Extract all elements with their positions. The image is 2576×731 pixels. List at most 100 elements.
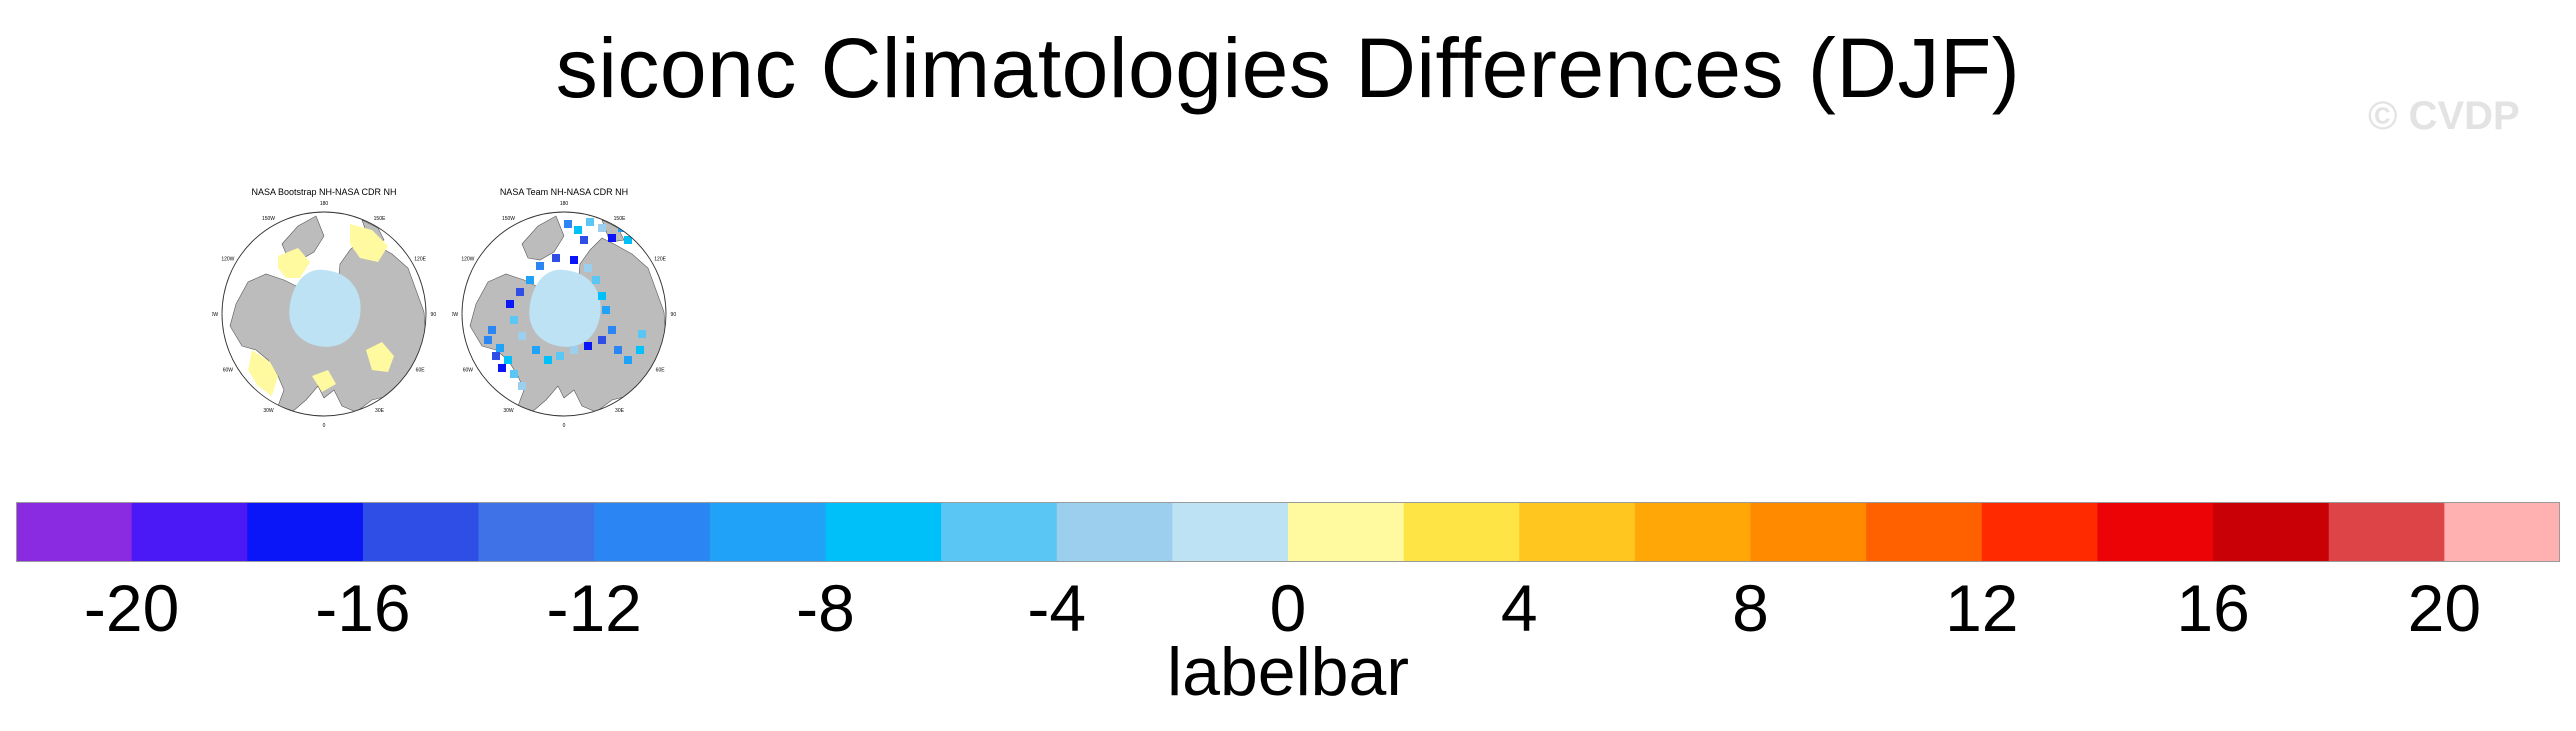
colorbar-swatch (2444, 502, 2560, 562)
ice-decrease-cell (624, 356, 632, 364)
longitude-label: 60W (223, 368, 234, 374)
colorbar-swatch (362, 502, 480, 562)
ice-decrease-cell (608, 326, 616, 334)
longitude-label: 0 (323, 423, 326, 428)
ice-decrease-cell (584, 342, 592, 350)
ice-decrease-cell (602, 306, 610, 314)
colorbar-swatch (2213, 502, 2330, 562)
longitude-label: 60E (416, 368, 426, 374)
ice-decrease-cell (492, 352, 500, 360)
longitude-label: 150W (262, 216, 275, 222)
ice-decrease-cell (598, 336, 606, 344)
ice-decrease-cell (570, 346, 578, 354)
colorbar-tick-label: 8 (1732, 571, 1769, 645)
ice-decrease-cell (488, 326, 496, 334)
map-border (221, 211, 427, 417)
ice-decrease-cell (608, 234, 616, 242)
colorbar-swatch (594, 502, 711, 562)
ice-decrease-cell (496, 344, 504, 352)
longitude-label: 180 (560, 201, 569, 207)
ice-increase-region (248, 350, 278, 396)
longitude-label: 0 (563, 423, 566, 428)
colorbar-swatch (1750, 502, 1867, 562)
figure-title: siconc Climatologies Differences (DJF) (555, 21, 2021, 115)
longitude-label: 150E (614, 216, 626, 222)
colorbar-tick-label: -4 (1027, 571, 1087, 645)
colorbar-swatch (1981, 502, 2098, 562)
colorbar-tick-label: -12 (546, 571, 642, 645)
colorbar-swatch (1403, 502, 1520, 562)
colorbar-tick-labels: -20 -16 -12 -8 -4 0 4 8 12 16 20 (0, 570, 2576, 650)
colorbar-swatch (1634, 502, 1752, 562)
ice-decrease-cell (552, 254, 560, 262)
ice-increase-region (350, 224, 388, 262)
ice-decrease-cell (570, 256, 578, 264)
colorbar-swatch (478, 502, 595, 562)
ice-decrease-cell (526, 276, 534, 284)
colorbar-swatch (1172, 502, 1289, 562)
ice-decrease-cell (638, 330, 646, 338)
ice-decrease-cell (564, 220, 572, 228)
ice-decrease-cell (586, 218, 594, 226)
ice-decrease-cell (504, 356, 512, 364)
colorbar-tick-label: 16 (2176, 571, 2250, 645)
longitude-label: 30W (263, 408, 274, 414)
ice-decrease-cell (498, 364, 506, 372)
map-panel-team: NASA Team NH-NASA CDR NH 180 150E 120E 90E 6… (452, 186, 676, 428)
longitude-label: 90E (671, 312, 676, 318)
longitude-label: 30W (503, 408, 514, 414)
ice-decrease-cell (516, 288, 524, 296)
colorbar (16, 502, 2560, 562)
colorbar-swatch (131, 502, 248, 562)
ice-increase-region (278, 248, 310, 278)
colorbar-swatch (2097, 502, 2214, 562)
ice-decrease-cell (518, 332, 526, 340)
colorbar-tick-label: -20 (83, 571, 180, 645)
ice-decrease-cell (544, 356, 552, 364)
ice-decrease-cell (592, 276, 600, 284)
longitude-label: 150W (502, 216, 515, 222)
colorbar-tick-label: 20 (2407, 571, 2482, 645)
colorbar-tick-label: 4 (1500, 571, 1538, 645)
ice-decrease-cell (580, 236, 588, 244)
colorbar-swatch (1056, 502, 1173, 562)
longitude-label: 30E (375, 408, 385, 414)
ice-decrease-cell (506, 300, 514, 308)
central-arctic-ice (529, 269, 601, 347)
ice-decrease-cell (574, 226, 582, 234)
longitude-label: 60E (656, 368, 666, 374)
colorbar-swatch (709, 502, 826, 562)
polar-map: 180 150E 120E 90E 60E 30E 0 30W 60W 90W 120W 150W (452, 201, 676, 428)
colorbar-title: labelbar (1167, 634, 1409, 710)
cvdp-watermark: © CVDP (2368, 94, 2520, 138)
central-arctic-ice (289, 269, 361, 347)
ice-decrease-cell (536, 262, 544, 270)
colorbar-swatch (1288, 502, 1405, 562)
map-border (461, 211, 667, 417)
panel-title: NASA Bootstrap NH-NASA CDR NH (251, 187, 397, 197)
colorbar-tick-label: 12 (1945, 571, 2019, 645)
ice-decrease-cell (598, 292, 606, 300)
ice-decrease-cell (598, 224, 606, 232)
panel-title: NASA Team NH-NASA CDR NH (499, 187, 629, 197)
colorbar-swatch (16, 502, 133, 562)
polar-map: 180 150E 120E 90E 60E 30E 0 30W 60W 90W 120W 150W (212, 201, 436, 428)
colorbar-swatch (825, 502, 942, 562)
ice-decrease-cell (614, 346, 622, 354)
colorbar-swatch (1866, 502, 1983, 562)
colorbar-swatch (1519, 502, 1636, 562)
longitude-label: 120E (414, 257, 426, 263)
longitude-label: 120E (654, 257, 666, 263)
longitude-label: 120W (461, 257, 474, 263)
colorbar-swatch (247, 502, 364, 562)
ice-decrease-cell (584, 264, 592, 272)
colorbar-tick-label: 0 (1269, 571, 1307, 645)
ice-decrease-cell (510, 370, 518, 378)
longitude-label: 60W (463, 368, 474, 374)
colorbar-tick-label: -8 (796, 571, 855, 645)
ice-decrease-cell (636, 346, 644, 354)
ice-decrease-cell (556, 352, 564, 360)
ice-decrease-cell (484, 336, 492, 344)
longitude-label: 90W (452, 312, 458, 318)
ice-increase-region (366, 342, 394, 372)
